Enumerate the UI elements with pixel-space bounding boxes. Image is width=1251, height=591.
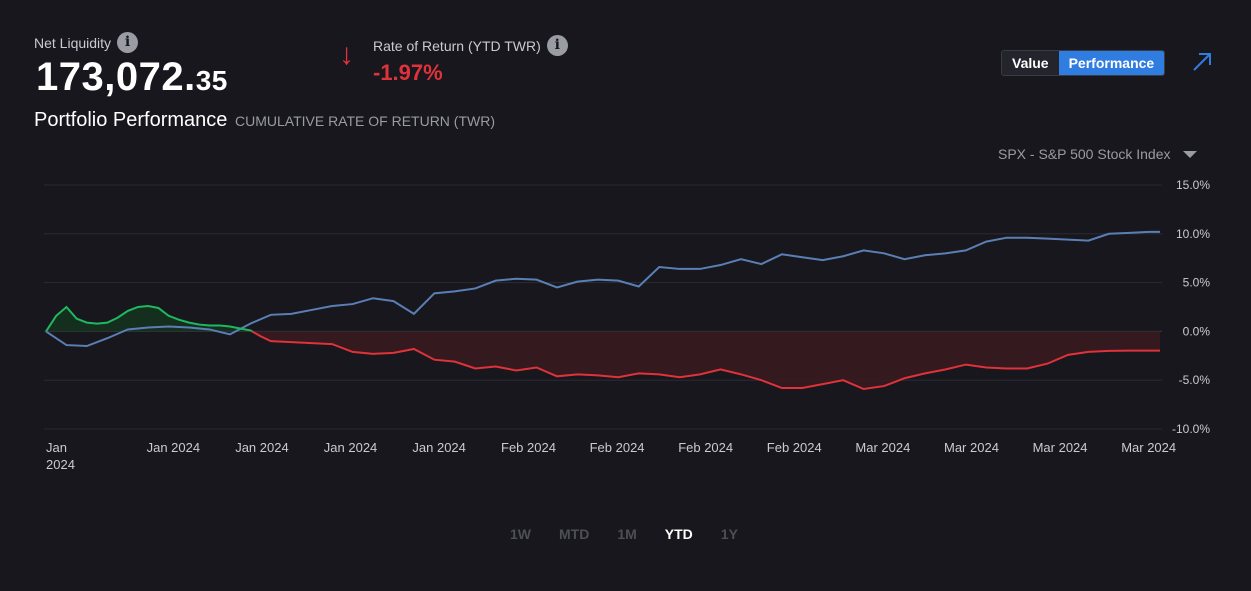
portfolio-line-positive [45,305,255,332]
x-tick-label: Feb 2024 [678,440,733,455]
portfolio-line-negative [45,331,1160,391]
negative-area [46,331,1160,389]
range-selector: 1W MTD 1M YTD 1Y [510,526,738,542]
y-axis-ticks: 15.0% 10.0% 5.0% 0.0% -5.0% -10.0% [1172,178,1210,436]
range-1y[interactable]: 1Y [720,526,738,542]
page-subtitle: CUMULATIVE RATE OF RETURN (TWR) [234,113,496,129]
page-title-text: Portfolio Performance [34,109,228,131]
x-tick-label: Jan 2024 [412,440,466,455]
net-liquidity-label: Net Liquidity i [34,32,139,53]
chevron-down-icon [1182,150,1197,158]
x-tick-label: Jan [46,440,67,455]
expand-arrow-icon[interactable] [1191,51,1213,73]
x-tick-label: Feb 2024 [501,440,556,455]
view-toggle: Value Performance [1001,50,1166,76]
range-ytd[interactable]: YTD [664,526,693,542]
chart-grid [44,184,1162,430]
page-title: Portfolio Performance CUMULATIVE RATE OF… [34,109,495,132]
x-tick-label: 2024 [46,457,75,472]
net-liquidity-cents: 35 [195,65,228,96]
rate-of-return-value: -1.97% [373,60,443,85]
x-tick-label: Jan 2024 [235,440,289,455]
benchmark-selected: SPX - S&P 500 Stock Index [998,146,1171,162]
rate-of-return-label: Rate of Return (YTD TWR) i [373,35,568,56]
benchmark-dropdown[interactable]: SPX - S&P 500 Stock Index [998,146,1197,162]
y-tick-label: 0.0% [1183,324,1211,338]
rate-of-return-label-text: Rate of Return (YTD TWR) [373,37,541,54]
performance-chart[interactable]: 15.0%10.0%5.0%0.0%-5.0%-10.0% Jan2024Jan… [0,170,1251,490]
x-tick-label: Feb 2024 [590,440,645,455]
x-tick-label: Mar 2024 [944,440,999,455]
range-1w[interactable]: 1W [510,526,531,542]
net-liquidity-label-text: Net Liquidity [34,34,112,51]
x-tick-label: Jan 2024 [324,440,378,455]
info-icon[interactable]: i [117,32,139,53]
y-tick-label: 5.0% [1183,276,1211,290]
y-tick-label: -10.0% [1172,422,1210,436]
net-liquidity-main: 173,072. [36,55,196,99]
benchmark-line [45,230,1160,348]
y-tick-label: 10.0% [1176,227,1210,241]
x-tick-label: Mar 2024 [1033,440,1088,455]
range-mtd[interactable]: MTD [559,526,590,542]
info-icon[interactable]: i [546,35,568,56]
range-1m[interactable]: 1M [617,526,637,542]
value-toggle-button[interactable]: Value [1002,51,1059,75]
arrow-down-icon: ↓ [339,38,354,71]
y-tick-label: -5.0% [1179,373,1211,387]
net-liquidity-value: 173,072.35 [36,55,228,100]
x-axis-ticks: Jan 2024 Jan 2024 Jan 2024 Jan 2024 Jan 2024 F… [46,440,1176,472]
y-tick-label: 15.0% [1176,178,1210,192]
x-tick-label: Feb 2024 [767,440,822,455]
performance-toggle-button[interactable]: Performance [1058,51,1165,75]
x-tick-label: Mar 2024 [1121,440,1176,455]
x-tick-label: Jan 2024 [147,440,201,455]
chart-lines [45,230,1160,391]
x-tick-label: Mar 2024 [855,440,910,455]
